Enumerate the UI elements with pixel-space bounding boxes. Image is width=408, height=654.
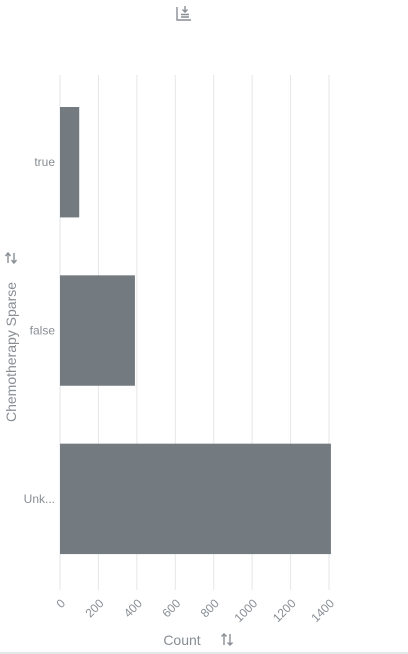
bar-1[interactable] xyxy=(60,275,135,386)
sort-icon[interactable] xyxy=(221,633,233,646)
x-tick-label: 1400 xyxy=(308,596,337,625)
swap-axis-icon[interactable] xyxy=(4,251,18,265)
y-tick-label: Unk... xyxy=(24,492,55,506)
x-tick-label: 1200 xyxy=(270,596,299,625)
bars xyxy=(60,107,331,555)
y-tick-label: true xyxy=(34,155,55,169)
x-axis-title: Count xyxy=(163,632,200,648)
y-tick-label: false xyxy=(30,324,56,338)
x-tick-labels: 0 200 400 600 800 1000 1200 1400 xyxy=(53,596,337,625)
x-tick-label: 400 xyxy=(121,596,145,620)
x-tick-label: 1000 xyxy=(231,596,260,625)
x-tick-label: 800 xyxy=(198,596,222,620)
x-tick-label: 0 xyxy=(53,596,68,611)
gridlines xyxy=(59,75,330,590)
bar-2[interactable] xyxy=(60,443,331,555)
x-tick-label: 200 xyxy=(82,596,106,620)
x-tick-label: 600 xyxy=(159,596,183,620)
bar-0[interactable] xyxy=(60,107,80,218)
y-tick-labels: true false Unk... xyxy=(24,155,56,506)
bottom-divider xyxy=(0,652,408,654)
download-chart-icon[interactable] xyxy=(176,6,191,21)
y-axis-title: Chemotherapy Sparse xyxy=(3,282,19,422)
